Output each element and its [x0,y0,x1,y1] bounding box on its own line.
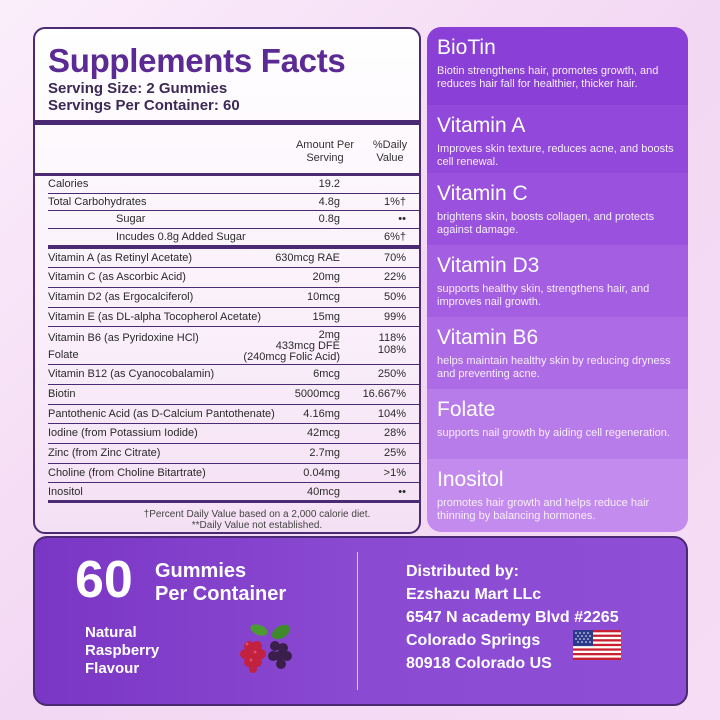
us-flag-icon [573,630,621,660]
benefit-desc: promotes hair growth and helps reduce ha… [437,497,650,522]
benefit-desc: supports healthy skin, strengthens hair,… [437,283,650,308]
benefit-title: Vitamin A [437,114,526,137]
bottom-panel: 60 Gummies Per Container Natural Raspber… [33,536,688,706]
facts-header: Amount Per Serving %Daily Value [35,125,419,173]
benefit-desc: Biotin strengthens hair, promotes growth… [437,65,659,90]
table-row: Calories 19.2 [48,176,419,194]
facts-title: Supplements Facts [48,42,346,79]
servings-per-container: Servings Per Container: 60 [48,97,240,114]
table-row: Vitamin E (as DL-alpha Tocopherol Acetat… [48,308,419,328]
benefit-desc: brightens skin, boosts collagen, and pro… [437,211,655,236]
table-row: Vitamin C (as Ascorbic Acid) 20mg 22% [48,268,419,288]
benefit-card-inositol: Inositol promotes hair growth and helps … [427,459,688,532]
benefit-card-vitamin-c: Vitamin C brightens skin, boosts collage… [427,173,688,245]
serving-size: Serving Size: 2 Gummies [48,80,228,97]
benefit-title: BioTin [437,36,496,59]
benefit-card-vitamin-a: Vitamin A Improves skin texture, reduces… [427,105,688,173]
table-row: Vitamin B12 (as Cyanocobalamin) 6mcg 250… [48,365,419,385]
gummy-count: 60 [75,551,133,609]
benefit-card-vitamin-d3: Vitamin D3 supports healthy skin, streng… [427,245,688,317]
table-row: Biotin 5000mcg 16.667% [48,385,419,405]
benefit-card-biotin: BioTin Biotin strengthens hair, promotes… [427,27,688,105]
table-row: Choline (from Choline Bitartrate) 0.04mg… [48,464,419,484]
vertical-divider [357,552,358,690]
table-row: Zinc (from Zinc Citrate) 2.7mg 25% [48,444,419,464]
gummies-label: Gummies Per Container [155,560,287,605]
facts-table: Calories 19.2 Total Carbohydrates 4.8g 1… [48,176,419,504]
table-row: Incudes 0.8g Added Sugar 6%† [48,229,419,249]
benefit-title: Folate [437,398,496,421]
table-row: Pantothenic Acid (as D-Calcium Pantothen… [48,405,419,425]
dv-header: %Daily Value [372,139,408,164]
benefit-title: Inositol [437,468,504,491]
table-row: Total Carbohydrates 4.8g 1%† [48,194,419,211]
supplement-facts-panel: Supplements Facts Serving Size: 2 Gummie… [33,27,421,534]
table-row-b6-folate: Vitamin B6 (as Pyridoxine HCl) Folate 2m… [48,327,419,366]
benefit-desc: helps maintain healthy skin by reducing … [437,355,671,380]
table-row: Vitamin A (as Retinyl Acetate) 630mcg RA… [48,249,419,269]
distributor-info: Distributed by: Ezshazu Mart LLc 6547 N … [406,563,619,672]
divider-medium [35,173,419,176]
table-row: Vitamin D2 (as Ergocalciferol) 10mcg 50% [48,288,419,308]
divider-thick [35,120,419,125]
table-row: Iodine (from Potassium Iodide) 42mcg 28% [48,424,419,444]
flavour-label: Natural Raspberry Flavour [85,624,160,677]
benefit-card-vitamin-b6: Vitamin B6 helps maintain healthy skin b… [427,317,688,389]
benefit-desc: Improves skin texture, reduces acne, and… [437,143,674,168]
amount-header: Amount Per Serving [295,139,355,164]
benefit-desc: supports nail growth by aiding cell rege… [437,427,670,439]
benefit-title: Vitamin B6 [437,326,539,349]
table-row: Sugar 0.8g •• [48,211,419,229]
table-row: Inositol 40mcg •• [48,483,419,504]
benefit-title: Vitamin D3 [437,254,540,277]
raspberry-blackberry-icon [240,624,292,673]
benefit-card-folate: Folate supports nail growth by aiding ce… [427,389,688,459]
footnote: †Percent Daily Value based on a 2,000 ca… [143,509,371,532]
benefit-title: Vitamin C [437,182,528,205]
